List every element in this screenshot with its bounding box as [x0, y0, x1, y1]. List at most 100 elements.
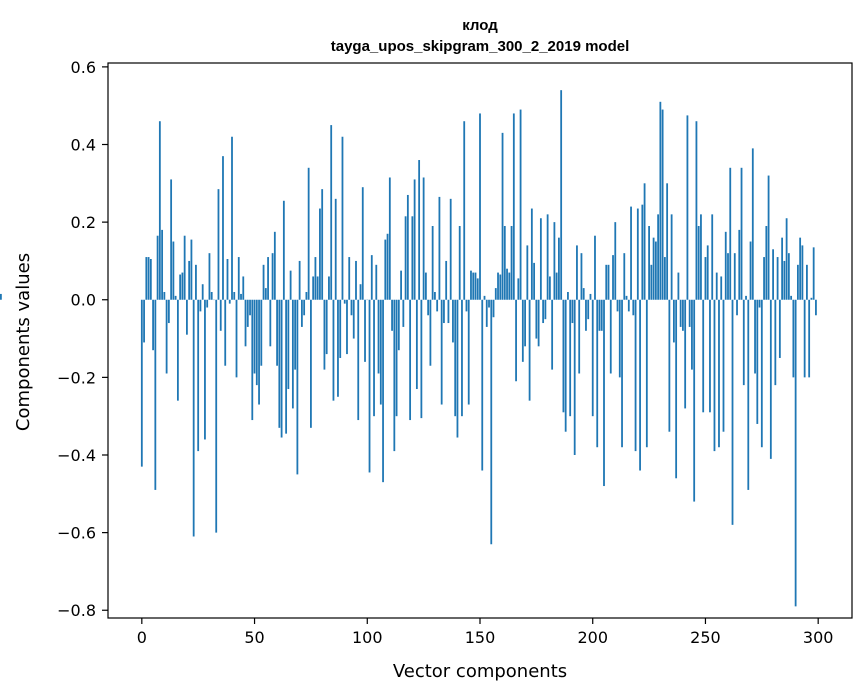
bar-294 [803, 299, 806, 378]
bar-238 [677, 272, 680, 300]
bar-120 [411, 216, 414, 300]
bar-243 [688, 299, 691, 327]
y-axis-label: Components values [13, 253, 34, 431]
bar-36 [222, 156, 224, 300]
chart-title: клод [462, 17, 498, 34]
bar-4 [149, 259, 152, 300]
bar-164 [510, 226, 513, 300]
bar-14 [172, 241, 175, 300]
bar-28 [204, 299, 206, 440]
bar-223 [643, 183, 646, 300]
bar-234 [668, 299, 671, 432]
bar-251 [706, 245, 709, 300]
bar-47 [246, 299, 249, 327]
bar-274 [758, 299, 761, 308]
bar-171 [526, 245, 529, 300]
bar-254 [713, 299, 716, 452]
bar-231 [661, 109, 664, 300]
bar-186 [560, 90, 563, 300]
bar-9 [161, 229, 164, 300]
bar-77 [314, 257, 317, 300]
bar-292 [799, 237, 802, 300]
bar-162 [506, 268, 508, 300]
bar-88 [339, 299, 342, 358]
bar-153 [485, 299, 488, 327]
bar-277 [765, 226, 768, 300]
bar-212 [618, 299, 621, 378]
bar-151 [481, 299, 484, 471]
bar-229 [657, 214, 660, 300]
bar-267 [742, 299, 745, 386]
bar-78 [316, 276, 319, 300]
bar-19 [183, 235, 186, 300]
bar-237 [675, 299, 678, 479]
bar-185 [558, 237, 560, 300]
bar-114 [397, 299, 400, 351]
bar-154 [488, 299, 490, 308]
bar-150 [479, 113, 481, 300]
bar-205 [603, 299, 605, 487]
bar-62 [280, 299, 283, 438]
bar-180 [546, 214, 549, 300]
bar-259 [724, 231, 727, 300]
bar-109 [386, 233, 389, 300]
bar-73 [305, 291, 308, 300]
bar-134 [443, 299, 445, 324]
bar-101 [368, 299, 371, 473]
bar-111 [391, 299, 393, 331]
x-tick-label: 250 [690, 628, 721, 647]
bar-293 [801, 245, 804, 300]
bar-79 [319, 208, 321, 300]
bar-138 [452, 299, 454, 343]
bar-256 [718, 299, 720, 448]
bar-89 [341, 136, 344, 300]
bar-102 [370, 255, 373, 300]
bar-207 [607, 264, 610, 300]
bar-22 [190, 239, 193, 300]
bar-61 [278, 299, 281, 428]
bar-222 [641, 204, 644, 300]
bar-172 [528, 299, 531, 401]
bar-81 [323, 299, 326, 370]
bar-103 [373, 299, 375, 417]
bar-6 [154, 299, 157, 490]
bar-242 [686, 115, 689, 300]
bar-289 [792, 299, 795, 378]
x-tick-label: 0 [137, 628, 147, 647]
bar-227 [652, 237, 655, 300]
bar-193 [576, 245, 578, 300]
bar-8 [158, 121, 161, 300]
bar-94 [352, 299, 355, 339]
bar-208 [609, 299, 612, 374]
bar-163 [508, 272, 511, 300]
bar-96 [357, 299, 360, 421]
bar-122 [415, 299, 418, 390]
bar-143 [463, 121, 466, 300]
bar-286 [785, 218, 788, 300]
bar-173 [530, 208, 533, 300]
bar-152 [483, 295, 486, 300]
plot-area-frame [107, 62, 853, 619]
bar-113 [395, 299, 398, 417]
bar-76 [312, 276, 315, 300]
bar-3 [147, 257, 150, 300]
bar-271 [751, 148, 754, 300]
x-axis-ticks: 0 50 100 150 200 250 300 [137, 618, 833, 647]
y-tick-label: 0.4 [71, 136, 96, 155]
y-tick-label: −0.6 [57, 524, 96, 543]
bar-58 [271, 253, 274, 300]
bar-25 [197, 299, 200, 452]
bar-23 [192, 299, 195, 537]
bar-168 [519, 109, 522, 300]
bar-280 [772, 249, 774, 300]
bar-230 [659, 101, 662, 300]
bar-195 [580, 253, 583, 300]
bar-84 [330, 125, 333, 300]
bar-244 [691, 299, 693, 370]
bar-224 [645, 299, 648, 448]
y-tick-label: −0.4 [57, 446, 96, 465]
bar-144 [465, 299, 468, 312]
bar-63 [282, 200, 285, 300]
bar-undefined [0, 293, 2, 300]
bar-261 [729, 167, 732, 300]
